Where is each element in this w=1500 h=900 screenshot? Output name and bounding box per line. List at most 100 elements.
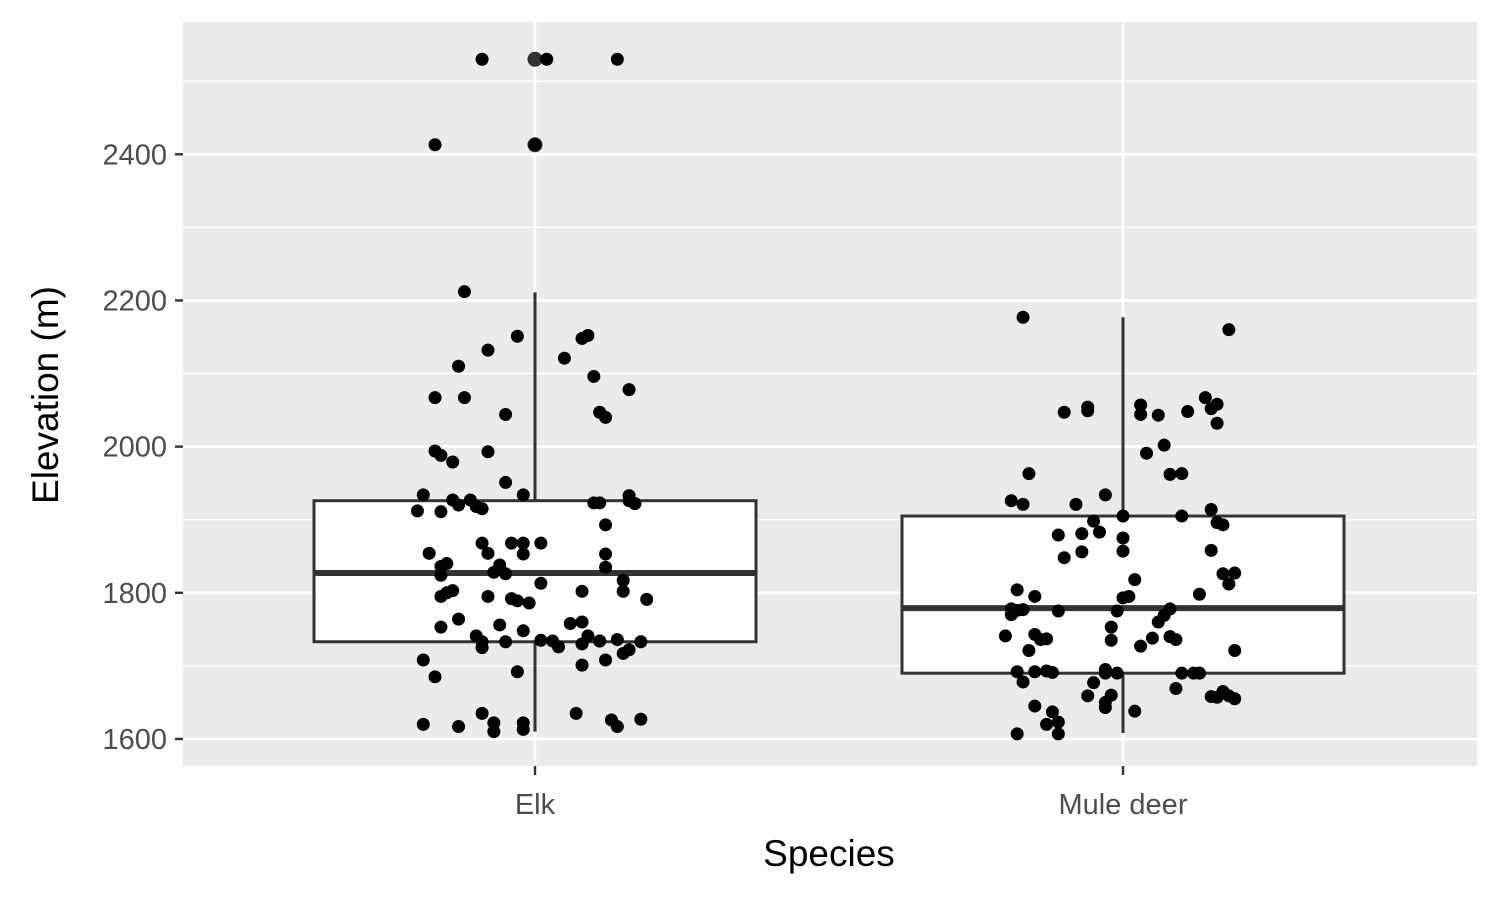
data-point [1116,544,1130,558]
data-point [581,329,595,343]
data-point [499,567,513,581]
jitter-points [410,52,1242,741]
data-point [1016,497,1030,511]
data-point [487,725,501,739]
data-point [1051,528,1065,542]
data-point [1134,639,1148,653]
data-point [410,504,424,518]
data-point [998,629,1012,643]
data-point [457,391,471,405]
data-point [534,536,548,550]
data-point [628,497,642,511]
data-point [1098,666,1112,680]
data-point [1198,391,1212,405]
data-point [446,584,460,598]
data-point [516,722,530,736]
data-point [504,536,518,550]
data-point [1140,446,1154,460]
data-point [452,612,466,626]
data-point [1028,589,1042,603]
data-point [522,596,536,610]
data-point [499,407,513,421]
data-point [1016,675,1030,689]
data-point [510,665,524,679]
data-point [587,369,601,383]
data-point [1057,405,1071,419]
box-elk [312,51,758,732]
axes: 1600 1800 2000 2200 2400 Elk Mule deer [102,139,1187,821]
data-point [1028,665,1042,679]
data-point [1004,608,1018,622]
data-point [1075,527,1089,541]
data-point [1228,692,1242,706]
data-point [1022,467,1036,481]
data-point [1210,416,1224,430]
data-point [1134,398,1148,412]
data-point [1098,488,1112,502]
data-point [510,329,524,343]
data-point [1110,604,1124,618]
data-point [634,635,648,649]
data-point [1163,602,1177,616]
y-tick-label: 2200 [102,285,167,317]
data-point [1122,589,1136,603]
data-point [1151,408,1165,422]
data-point [416,488,430,502]
data-point [610,52,624,66]
data-point [475,536,489,550]
data-point [1175,467,1189,481]
data-point [428,138,442,152]
data-point [599,560,613,574]
y-axis-title: Elevation (m) [25,286,66,504]
data-point [1110,666,1124,680]
points-mule-deer [998,310,1242,741]
y-tick-label: 1600 [102,724,167,756]
data-point [1175,509,1189,523]
data-point [428,391,442,405]
data-point [1081,689,1095,703]
data-point [452,720,466,734]
data-point [499,635,513,649]
data-point [475,52,489,66]
data-point [599,653,613,667]
data-point [563,616,577,630]
data-point [510,594,524,608]
data-point [516,488,530,502]
data-point [452,359,466,373]
data-point [1204,543,1218,557]
data-point [616,573,630,587]
data-point [610,720,624,734]
data-point [599,410,613,424]
data-point [1210,397,1224,411]
data-point [1145,631,1159,645]
data-point [1010,727,1024,741]
data-point [1169,682,1183,696]
box-layer [312,51,1346,734]
data-point [440,557,454,571]
data-point [1087,514,1101,528]
data-point [1057,551,1071,565]
data-point [1051,715,1065,729]
data-point [1069,497,1083,511]
data-point [481,343,495,357]
data-point [540,52,554,66]
data-point [1028,699,1042,713]
data-point [1104,633,1118,647]
data-point [622,383,636,397]
data-point [1051,727,1065,741]
data-point [416,717,430,731]
data-point [1228,644,1242,658]
data-point [481,445,495,459]
data-point [534,576,548,590]
data-point [622,643,636,657]
data-point [457,285,471,299]
data-point [1163,467,1177,481]
data-point [475,641,489,655]
data-point [428,670,442,684]
data-point [1116,531,1130,545]
data-point [557,351,571,365]
data-point [1157,438,1171,452]
data-point [1204,502,1218,516]
